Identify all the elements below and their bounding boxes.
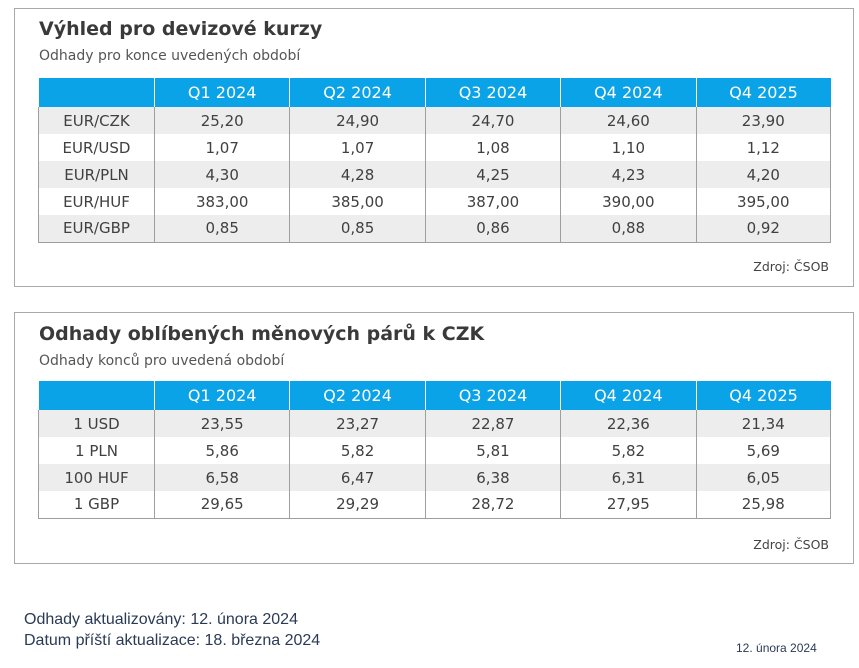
value-cell: 29,65 <box>153 491 290 519</box>
column-header: Q2 2024 <box>289 78 426 107</box>
table-row: EUR/HUF 383,00 385,00 387,00 390,00 395,00 <box>38 188 832 215</box>
value-cell: 387,00 <box>424 188 561 215</box>
value-cell: 383,00 <box>153 188 290 215</box>
value-cell: 4,23 <box>560 161 697 188</box>
czk-pairs-card: Odhady oblíbených měnových párů k CZK Od… <box>14 312 854 564</box>
value-cell: 1,12 <box>695 134 832 161</box>
table-row: EUR/GBP 0,85 0,85 0,86 0,88 0,92 <box>38 215 832 243</box>
value-cell: 6,38 <box>424 464 561 491</box>
value-cell: 1,07 <box>289 134 426 161</box>
value-cell: 6,58 <box>153 464 290 491</box>
table-row: EUR/CZK 25,20 24,90 24,70 24,60 23,90 <box>38 107 832 134</box>
row-label: 1 USD <box>38 410 155 437</box>
row-label: EUR/USD <box>38 134 155 161</box>
value-cell: 0,88 <box>560 215 697 243</box>
table-header-row: Q1 2024 Q2 2024 Q3 2024 Q4 2024 Q4 2025 <box>38 381 831 410</box>
row-label: 1 GBP <box>38 491 155 519</box>
value-cell: 5,69 <box>695 437 832 464</box>
value-cell: 23,27 <box>289 410 426 437</box>
value-cell: 1,08 <box>424 134 561 161</box>
value-cell: 22,87 <box>424 410 561 437</box>
table-row: 1 GBP 29,65 29,29 28,72 27,95 25,98 <box>38 491 832 519</box>
value-cell: 395,00 <box>695 188 832 215</box>
value-cell: 0,85 <box>153 215 290 243</box>
row-label: 1 PLN <box>38 437 155 464</box>
value-cell: 5,86 <box>153 437 290 464</box>
table-row: EUR/USD 1,07 1,07 1,08 1,10 1,12 <box>38 134 832 161</box>
value-cell: 4,28 <box>289 161 426 188</box>
source-note: Zdroj: ČSOB <box>753 537 829 552</box>
value-cell: 28,72 <box>424 491 561 519</box>
column-header: Q1 2024 <box>153 78 290 107</box>
value-cell: 6,47 <box>289 464 426 491</box>
value-cell: 6,05 <box>695 464 832 491</box>
value-cell: 5,82 <box>289 437 426 464</box>
value-cell: 5,81 <box>424 437 561 464</box>
row-label: 100 HUF <box>38 464 155 491</box>
table-row: 1 USD 23,55 23,27 22,87 22,36 21,34 <box>38 410 832 437</box>
row-label: EUR/GBP <box>38 215 155 243</box>
column-header: Q4 2024 <box>560 78 697 107</box>
table-header-row: Q1 2024 Q2 2024 Q3 2024 Q4 2024 Q4 2025 <box>38 78 831 107</box>
header-cell-empty <box>38 381 155 410</box>
value-cell: 1,10 <box>560 134 697 161</box>
value-cell: 24,90 <box>289 107 426 134</box>
table-row: 1 PLN 5,86 5,82 5,81 5,82 5,69 <box>38 437 832 464</box>
column-header: Q1 2024 <box>153 381 290 410</box>
value-cell: 0,92 <box>695 215 832 243</box>
value-cell: 0,85 <box>289 215 426 243</box>
fx-outlook-table: Q1 2024 Q2 2024 Q3 2024 Q4 2024 Q4 2025 EUR/… <box>38 78 832 243</box>
column-header: Q3 2024 <box>424 78 561 107</box>
value-cell: 1,07 <box>153 134 290 161</box>
table-row: 100 HUF 6,58 6,47 6,38 6,31 6,05 <box>38 464 832 491</box>
value-cell: 390,00 <box>560 188 697 215</box>
next-update-text: Datum příští aktualizace: 18. března 202… <box>24 632 321 649</box>
card-title: Odhady oblíbených měnových párů k CZK <box>39 323 485 345</box>
column-header: Q3 2024 <box>424 381 561 410</box>
value-cell: 23,55 <box>153 410 290 437</box>
column-header: Q4 2024 <box>560 381 697 410</box>
value-cell: 5,82 <box>560 437 697 464</box>
value-cell: 21,34 <box>695 410 832 437</box>
column-header: Q2 2024 <box>289 381 426 410</box>
row-label: EUR/PLN <box>38 161 155 188</box>
table-row: EUR/PLN 4,30 4,28 4,25 4,23 4,20 <box>38 161 832 188</box>
value-cell: 385,00 <box>289 188 426 215</box>
footer-date: 12. února 2024 <box>736 641 817 655</box>
czk-pairs-table: Q1 2024 Q2 2024 Q3 2024 Q4 2024 Q4 2025 1 US… <box>38 381 832 519</box>
value-cell: 29,29 <box>289 491 426 519</box>
value-cell: 4,30 <box>153 161 290 188</box>
card-title: Výhled pro devizové kurzy <box>39 18 323 40</box>
value-cell: 22,36 <box>560 410 697 437</box>
fx-outlook-card: Výhled pro devizové kurzy Odhady pro kon… <box>14 8 854 287</box>
column-header: Q4 2025 <box>695 381 831 410</box>
value-cell: 24,70 <box>424 107 561 134</box>
row-label: EUR/HUF <box>38 188 155 215</box>
value-cell: 4,20 <box>695 161 832 188</box>
value-cell: 23,90 <box>695 107 832 134</box>
value-cell: 0,86 <box>424 215 561 243</box>
card-subtitle: Odhady pro konce uvedených období <box>39 48 301 64</box>
value-cell: 4,25 <box>424 161 561 188</box>
value-cell: 6,31 <box>560 464 697 491</box>
column-header: Q4 2025 <box>695 78 831 107</box>
value-cell: 25,20 <box>153 107 290 134</box>
value-cell: 25,98 <box>695 491 832 519</box>
row-label: EUR/CZK <box>38 107 155 134</box>
value-cell: 27,95 <box>560 491 697 519</box>
card-subtitle: Odhady konců pro uvedená období <box>39 353 285 369</box>
source-note: Zdroj: ČSOB <box>753 259 829 274</box>
last-updated-text: Odhady aktualizovány: 12. února 2024 <box>24 611 298 628</box>
value-cell: 24,60 <box>560 107 697 134</box>
header-cell-empty <box>38 78 155 107</box>
